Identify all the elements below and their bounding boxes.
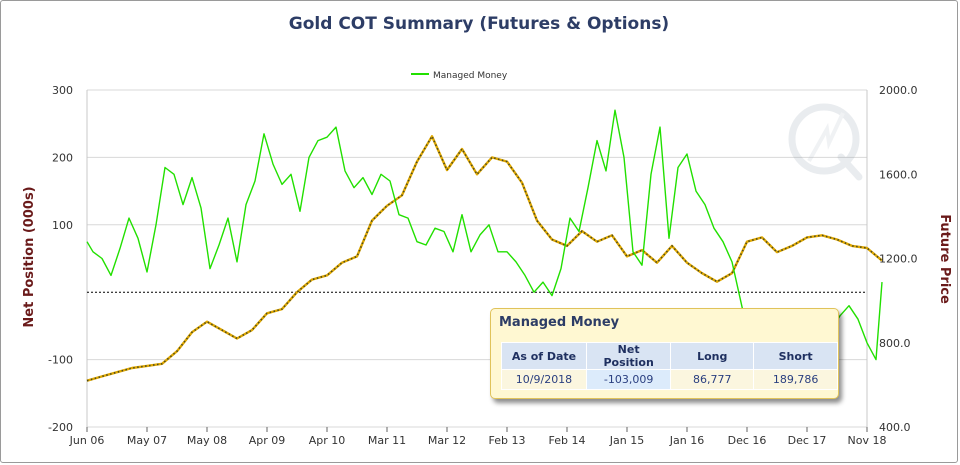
q-logo-watermark-icon (788, 103, 863, 181)
x-tick-label: Jan 15 (609, 434, 644, 447)
left-tick-label: 200 (52, 151, 73, 164)
right-axis-ticks: 2000.0 1600.0 1200.0 800.0 400.0 (879, 84, 918, 434)
right-tick-label: 800.0 (879, 337, 911, 350)
x-tick-label: Apr 10 (309, 434, 346, 447)
tooltip-header-short: Short (753, 342, 838, 370)
x-tick-label: Feb 13 (489, 434, 526, 447)
chart-title: Gold COT Summary (Futures & Options) (289, 14, 669, 34)
tooltip-title: Managed Money (499, 315, 620, 330)
price-line-dots (86, 134, 883, 382)
left-axis-title: Net Position (000s) (22, 186, 37, 327)
grid (86, 89, 868, 428)
right-axis-title: Future Price (937, 214, 952, 304)
tooltip-header-long: Long (670, 342, 755, 370)
tooltip-header-net-position: Net Position (585, 342, 672, 370)
tooltip-value-date: 10/9/2018 (501, 369, 587, 390)
x-axis-ticks: Jun 06 May 07 May 08 Apr 09 Apr 10 Mar 11 Mar … (69, 427, 887, 447)
x-tick-label: Nov 18 (848, 434, 887, 447)
x-tick-label: Mar 11 (368, 434, 406, 447)
left-tick-label: -100 (48, 354, 73, 367)
x-tick-label: May 07 (127, 434, 167, 447)
left-tick-label: -200 (48, 421, 73, 434)
tooltip-value-net-position: -103,009 (585, 369, 672, 390)
x-tick-label: Dec 16 (728, 434, 767, 447)
x-tick-label: Jun 06 (69, 434, 105, 447)
tooltip-value-short: 189,786 (753, 369, 838, 390)
tooltip-managed-money: Managed Money As of Date Net Position Lo… (490, 308, 839, 399)
x-tick-label: Jan 16 (669, 434, 704, 447)
x-tick-label: Mar 12 (428, 434, 466, 447)
right-tick-label: 1600.0 (879, 168, 918, 181)
left-tick-label: 100 (52, 219, 73, 232)
series-price[interactable] (86, 134, 883, 382)
right-tick-label: 1200.0 (879, 253, 918, 266)
left-tick-label: 300 (52, 84, 73, 97)
x-tick-label: Apr 09 (249, 434, 286, 447)
tooltip-value-long: 86,777 (670, 369, 755, 390)
x-tick-label: May 08 (187, 434, 227, 447)
x-tick-label: Dec 17 (788, 434, 827, 447)
legend-label-managed-money: Managed Money (433, 71, 508, 81)
left-axis-ticks: 300 200 100 -100 -200 (48, 84, 73, 434)
right-tick-label: 400.0 (879, 421, 911, 434)
tooltip-table: As of Date Net Position Long Short 10/9/… (501, 342, 838, 390)
tooltip-header-date: As of Date (501, 342, 587, 370)
x-tick-label: Feb 14 (549, 434, 586, 447)
right-tick-label: 2000.0 (879, 84, 918, 97)
legend[interactable]: Managed Money (411, 71, 508, 81)
